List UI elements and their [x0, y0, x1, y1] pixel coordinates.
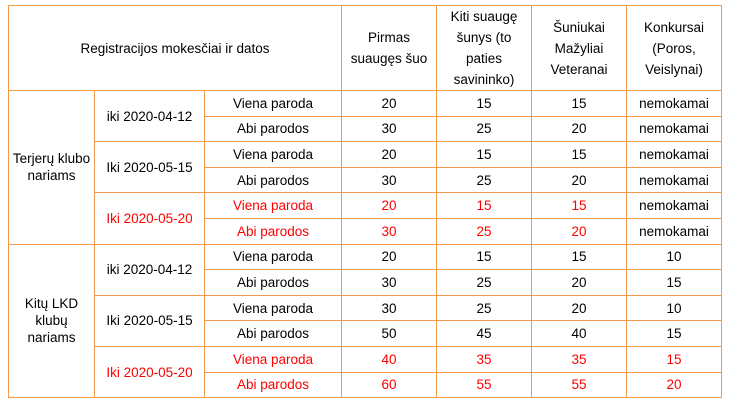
first-adult-fee: 30: [341, 294, 437, 322]
other-adults-fee: 55: [436, 371, 532, 399]
other-adults-fee: 25: [436, 115, 532, 143]
deadline-date: iki 2020-04-12: [94, 89, 205, 143]
member-group-label: Terjerų klubo nariams: [8, 90, 95, 245]
header-puppies-veterans: Šuniukai Mažyliai Veteranai: [531, 5, 627, 91]
competitions-fee: 15: [626, 269, 722, 296]
competitions-fee: nemokamai: [626, 166, 722, 194]
competitions-fee: nemokamai: [626, 90, 722, 117]
deadline-date: iki 2020-04-12: [94, 243, 205, 296]
first-adult-fee: 40: [341, 345, 437, 373]
competitions-fee: nemokamai: [626, 192, 722, 219]
table-row: Iki 2020-05-15 Viena paroda 20 15 15 nemokama…: [9, 141, 722, 194]
competitions-fee: 15: [626, 320, 722, 347]
other-adults-fee: 25: [436, 294, 532, 322]
table-row: Kitų LKD klubų nariams iki 2020-04-12 Vien…: [8, 243, 722, 399]
puppies-veterans-fee: 15: [531, 243, 627, 271]
other-adults-fee: 15: [436, 141, 532, 168]
table-row: Abi parodos 50 45 40 15: [9, 320, 722, 347]
first-adult-fee: 20: [341, 243, 437, 271]
puppies-veterans-fee: 15: [531, 90, 627, 117]
first-adult-fee: 30: [341, 217, 437, 245]
member-group-label: Kitų LKD klubų nariams: [8, 243, 95, 399]
puppies-veterans-fee: 15: [531, 141, 627, 168]
puppies-veterans-fee: 20: [531, 294, 627, 322]
first-adult-fee: 30: [341, 115, 437, 143]
other-adults-fee: 45: [436, 320, 532, 347]
header-main: Registracijos mokesčiai ir datos: [8, 5, 342, 91]
competitions-fee: nemokamai: [626, 141, 722, 168]
show-type: Abi parodos: [204, 371, 342, 399]
table-row: Iki 2020-05-20 Viena paroda 20 15 15 nemokama…: [9, 192, 722, 245]
header-competitions: Konkursai (Poros, Veislynai): [626, 5, 722, 91]
table-row: Abi parodos 60 55 55 20: [9, 371, 722, 399]
first-adult-fee: 20: [341, 90, 437, 117]
deadline-date: Iki 2020-05-20: [94, 192, 205, 245]
table-row: Abi parodos 30 25 20 nemokamai: [9, 166, 722, 194]
other-adults-fee: 25: [436, 269, 532, 296]
other-adults-fee: 25: [436, 217, 532, 245]
table-row: Iki 2020-05-20 Viena paroda 40 35 35 15: [9, 345, 722, 399]
competitions-fee: 10: [626, 294, 722, 322]
header-row: Registracijos mokesčiai ir datos Pirmas …: [8, 5, 722, 91]
puppies-veterans-fee: 20: [531, 217, 627, 245]
competitions-fee: 20: [626, 371, 722, 399]
other-adults-fee: 25: [436, 166, 532, 194]
show-type: Viena paroda: [204, 90, 342, 117]
deadline-date: Iki 2020-05-15: [94, 294, 205, 347]
show-type: Abi parodos: [204, 320, 342, 347]
first-adult-fee: 60: [341, 371, 437, 399]
competitions-fee: nemokamai: [626, 115, 722, 143]
puppies-veterans-fee: 55: [531, 371, 627, 399]
table-row: Terjerų klubo nariams iki 2020-04-12 Viena…: [8, 89, 722, 245]
show-type: Abi parodos: [204, 217, 342, 245]
header-first-adult-dog: Pirmas suaugęs šuo: [341, 5, 437, 91]
first-adult-fee: 30: [341, 166, 437, 194]
puppies-veterans-fee: 20: [531, 115, 627, 143]
other-adults-fee: 15: [436, 90, 532, 117]
header-other-adult-dogs: Kiti suaugę šunys (to paties savininko): [436, 5, 532, 91]
fee-table-container: Registracijos mokesčiai ir datos Pirmas …: [8, 5, 722, 399]
table-row: Abi parodos 30 25 20 nemokamai: [9, 217, 722, 245]
puppies-veterans-fee: 20: [531, 166, 627, 194]
first-adult-fee: 20: [341, 192, 437, 219]
other-adults-fee: 35: [436, 345, 532, 373]
show-type: Viena paroda: [204, 141, 342, 168]
show-type: Abi parodos: [204, 115, 342, 143]
puppies-veterans-fee: 15: [531, 192, 627, 219]
first-adult-fee: 30: [341, 269, 437, 296]
deadline-date: Iki 2020-05-15: [94, 141, 205, 194]
deadline-date: Iki 2020-05-20: [94, 345, 205, 399]
competitions-fee: 15: [626, 345, 722, 373]
fee-table-body: Registracijos mokesčiai ir datos Pirmas …: [8, 5, 722, 399]
other-adults-fee: 15: [436, 243, 532, 271]
show-type: Viena paroda: [204, 192, 342, 219]
puppies-veterans-fee: 35: [531, 345, 627, 373]
puppies-veterans-fee: 20: [531, 269, 627, 296]
show-type: Abi parodos: [204, 166, 342, 194]
other-adults-fee: 15: [436, 192, 532, 219]
show-type: Viena paroda: [204, 294, 342, 322]
competitions-fee: nemokamai: [626, 217, 722, 245]
table-row: Abi parodos 30 25 20 nemokamai: [9, 115, 722, 143]
show-type: Abi parodos: [204, 269, 342, 296]
competitions-fee: 10: [626, 243, 722, 271]
show-type: Viena paroda: [204, 345, 342, 373]
first-adult-fee: 50: [341, 320, 437, 347]
table-row: Abi parodos 30 25 20 15: [9, 269, 722, 296]
first-adult-fee: 20: [341, 141, 437, 168]
puppies-veterans-fee: 40: [531, 320, 627, 347]
show-type: Viena paroda: [204, 243, 342, 271]
table-row: Iki 2020-05-15 Viena paroda 30 25 20 10: [9, 294, 722, 347]
registration-fee-table: Registracijos mokesčiai ir datos Pirmas …: [8, 5, 722, 399]
